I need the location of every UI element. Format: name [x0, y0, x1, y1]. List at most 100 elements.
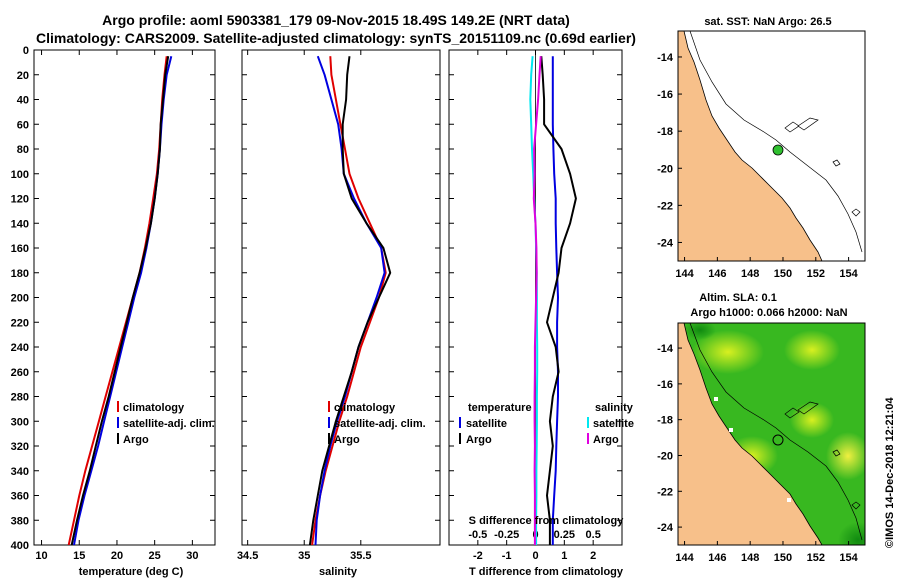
- depth-tick-label: 400: [11, 540, 29, 552]
- map-x-tick-label: 150: [774, 552, 792, 564]
- legend-climatology: climatology: [123, 402, 185, 414]
- depth-axis: 0 20 40 60 80 100 120 140 160 180 200 220 240 260 280 3…: [11, 45, 29, 552]
- map-y-tick-label: -22: [657, 200, 673, 212]
- sla-map-title-2: Argo h1000: 0.066 h2000: NaN: [690, 307, 847, 319]
- series-line-argo: [308, 56, 392, 545]
- series-line-climatology: [67, 56, 168, 545]
- legend-t-argo: Argo: [466, 434, 492, 446]
- salinity-diff-tick-label: 0.5: [586, 529, 601, 541]
- sla-low-2: [684, 323, 716, 340]
- map-y-tick-label: -20: [657, 450, 673, 462]
- depth-tick-label: 200: [11, 293, 29, 305]
- x-tick-label: 2: [590, 550, 596, 562]
- sla-reef-4: [851, 501, 861, 510]
- legend-satellite: satellite-adj. clim.: [334, 418, 426, 430]
- depth-tick-label: 80: [17, 144, 29, 156]
- series-line-satellite-adj-clim-: [314, 55, 386, 545]
- map-y-tick-label: -24: [657, 237, 674, 249]
- temperature-panel: 0 20 40 60 80 100 120 140 160 180 200 220 240 260 280 3…: [11, 45, 216, 578]
- depth-tick-label: 220: [11, 317, 29, 329]
- depth-tick-label: 380: [11, 515, 29, 527]
- sla-station-marker: [729, 428, 733, 432]
- imos-credit: ©IMOS 14-Dec-2018 12:21:04: [884, 397, 896, 548]
- map-x-tick-label: 152: [807, 268, 825, 280]
- map-y-tick-label: -16: [657, 379, 673, 391]
- legend-t-satellite: satellite: [466, 418, 507, 430]
- salinity-diff-tick-label: -0.5: [468, 529, 487, 541]
- depth-tick-label: 20: [17, 70, 29, 82]
- difference-xlabel: T difference from climatology: [469, 566, 624, 578]
- depth-tick-label: 120: [11, 194, 29, 206]
- sla-reef-2: [797, 401, 819, 415]
- sla-land-australia: [678, 323, 823, 545]
- sst-reef-2: [797, 117, 819, 131]
- salinity-diff-tick-label: -0.25: [494, 529, 519, 541]
- sst-land-australia: [678, 31, 823, 261]
- depth-tick-label: 140: [11, 218, 29, 230]
- map-x-tick-label: 144: [675, 268, 694, 280]
- x-tick-label: 25: [149, 550, 161, 562]
- temperature-legend: climatology satellite-adj. clim. Argo: [117, 401, 215, 446]
- sst-map-frame: [677, 30, 866, 262]
- difference-top-xlabel: S difference from climatology: [469, 515, 625, 527]
- x-tick-label: 34.5: [237, 550, 258, 562]
- temperature-axes-frame: [33, 49, 216, 546]
- sla-map-axes: 144 146 148 150 152 154 -14 -16 -18 -20 -22 -24: [657, 343, 859, 564]
- map-x-tick-label: 148: [741, 552, 759, 564]
- sst-map-panel: sat. SST: NaN Argo: 26.5 144 146 148 150 152…: [657, 16, 866, 280]
- legend-s-argo: Argo: [593, 434, 619, 446]
- sst-float-marker: [772, 144, 784, 156]
- sst-map-title: sat. SST: NaN Argo: 26.5: [704, 16, 831, 28]
- sla-high-1: [692, 330, 764, 374]
- map-x-tick-label: 154: [839, 268, 858, 280]
- series-line-t-satellite: [551, 56, 559, 545]
- x-tick-label: -1: [502, 550, 512, 562]
- sst-reef-3: [832, 159, 841, 167]
- sla-low-1: [838, 522, 865, 545]
- legend-s-satellite: satellite: [593, 418, 634, 430]
- legend-temperature-title: temperature: [468, 402, 532, 414]
- map-y-tick-label: -14: [657, 343, 674, 355]
- sla-high-5: [790, 402, 834, 438]
- x-tick-label: 15: [73, 550, 85, 562]
- depth-tick-label: 180: [11, 268, 29, 280]
- sla-map-frame: [677, 322, 866, 546]
- legend-argo: Argo: [334, 434, 360, 446]
- salinity-diff-tick-label: 0.25: [554, 529, 575, 541]
- temperature-series: [67, 55, 173, 545]
- map-y-tick-label: -24: [657, 522, 674, 534]
- map-y-tick-label: -14: [657, 52, 674, 64]
- sst-shelf-edge: [689, 31, 863, 253]
- x-tick-label: 1: [561, 550, 567, 562]
- depth-tick-label: 360: [11, 491, 29, 503]
- salinity-panel: 34.5 35 35.5 salinity climatology satellit…: [237, 49, 441, 578]
- map-y-tick-label: -22: [657, 486, 673, 498]
- x-tick-label: 35.5: [350, 550, 371, 562]
- sla-map-area: [678, 323, 865, 545]
- depth-tick-label: 300: [11, 416, 29, 428]
- depth-tick-label: 160: [11, 243, 29, 255]
- legend-salinity-title: salinity: [595, 402, 634, 414]
- x-tick-label: 10: [35, 550, 47, 562]
- x-tick-label: 20: [111, 550, 123, 562]
- map-x-tick-label: 146: [708, 268, 726, 280]
- sla-station-marker: [787, 498, 791, 502]
- temperature-xlabel: temperature (deg C): [79, 566, 184, 578]
- sst-reef-4: [851, 208, 861, 217]
- sla-map-panel: Altim. SLA: 0.1 Argo h1000: 0.066 h2000:…: [657, 292, 866, 564]
- x-tick-label: 35: [298, 550, 310, 562]
- sla-shelf-edge: [689, 323, 863, 541]
- map-x-tick-label: 152: [807, 552, 825, 564]
- sst-map-area: [678, 31, 865, 261]
- sla-high-4: [826, 432, 865, 480]
- sla-float-marker: [772, 434, 784, 446]
- series-line-s-argo: [532, 56, 542, 545]
- map-y-tick-label: -16: [657, 89, 673, 101]
- map-x-tick-label: 148: [741, 268, 759, 280]
- salinity-xlabel: salinity: [319, 566, 358, 578]
- title-line-1: Argo profile: aoml 5903381_179 09-Nov-20…: [102, 12, 570, 28]
- map-x-tick-label: 144: [675, 552, 694, 564]
- legend-satellite: satellite-adj. clim.: [123, 418, 215, 430]
